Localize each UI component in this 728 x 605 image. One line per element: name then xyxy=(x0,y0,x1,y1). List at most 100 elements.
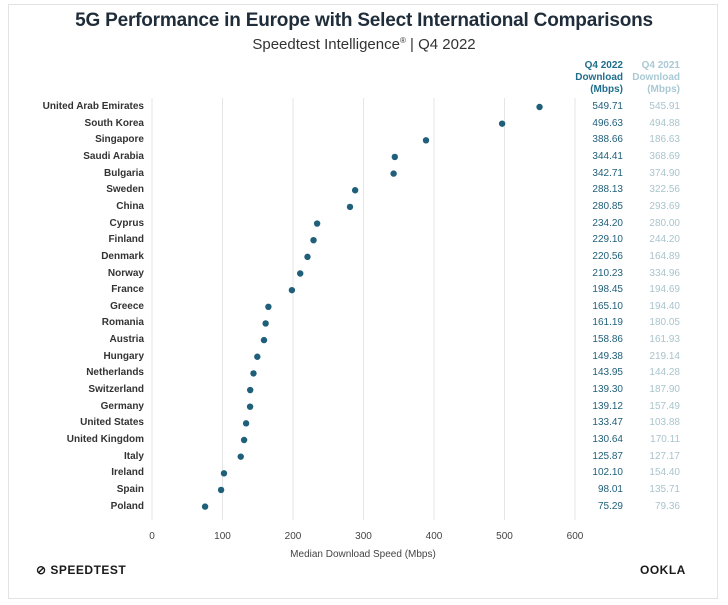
value-q4-2022: 496.63 xyxy=(592,117,623,129)
column-header-q4-2021: Q4 2021 Download (Mbps) xyxy=(632,60,680,95)
x-tick-label: 500 xyxy=(496,531,513,542)
country-label: United Arab Emirates xyxy=(42,101,144,112)
value-q4-2022: 161.19 xyxy=(592,317,623,329)
x-axis-label: Median Download Speed (Mbps) xyxy=(290,549,436,560)
data-point xyxy=(390,170,397,177)
value-q4-2022: 344.41 xyxy=(592,150,623,162)
value-q4-2022: 143.95 xyxy=(592,367,623,379)
value-q4-2022: 149.38 xyxy=(592,350,623,362)
value-q4-2021: 79.36 xyxy=(654,500,680,512)
country-label: Switzerland xyxy=(88,384,144,396)
data-point xyxy=(351,187,359,194)
data-point xyxy=(217,486,225,494)
country-label: Greece xyxy=(110,300,144,312)
speedtest-logo: ⊘ SPEEDTEST xyxy=(36,563,127,577)
country-label: Cyprus xyxy=(109,217,144,229)
value-q4-2022: 549.71 xyxy=(592,101,623,112)
value-q4-2022: 75.29 xyxy=(597,500,623,512)
data-point xyxy=(201,503,209,510)
value-q4-2021: 187.90 xyxy=(649,384,680,396)
data-point xyxy=(288,286,296,294)
value-q4-2021: 170.11 xyxy=(650,434,680,445)
country-label: Germany xyxy=(100,400,144,412)
value-q4-2022: 102.10 xyxy=(592,467,623,479)
country-label: Austria xyxy=(109,334,144,346)
data-point xyxy=(391,153,399,161)
data-point xyxy=(422,137,430,144)
value-q4-2021: 322.56 xyxy=(649,184,680,196)
value-q4-2022: 220.56 xyxy=(592,250,623,262)
country-label: Netherlands xyxy=(86,367,144,379)
data-point xyxy=(254,353,261,360)
value-q4-2021: 368.69 xyxy=(649,150,680,162)
country-label: Singapore xyxy=(95,134,144,146)
country-label: Poland xyxy=(110,500,144,512)
value-q4-2021: 293.69 xyxy=(649,200,680,212)
value-q4-2021: 219.14 xyxy=(649,350,680,362)
x-tick-label: 600 xyxy=(567,531,584,542)
country-label: Bulgaria xyxy=(103,167,144,179)
data-point xyxy=(237,453,244,460)
country-label: Hungary xyxy=(103,350,144,362)
value-q4-2021: 244.20 xyxy=(649,234,680,246)
value-q4-2021: 545.91 xyxy=(649,101,680,112)
value-q4-2021: 103.88 xyxy=(649,417,680,429)
value-q4-2021: 180.05 xyxy=(649,317,680,329)
country-label: Romania xyxy=(101,317,144,329)
data-point xyxy=(346,203,354,211)
ookla-logo: OOKLA xyxy=(640,563,686,577)
value-q4-2021: 127.17 xyxy=(649,450,680,462)
value-q4-2022: 388.66 xyxy=(592,134,623,146)
value-q4-2022: 139.30 xyxy=(592,384,623,396)
grid-lines xyxy=(151,98,576,520)
registered-mark: ® xyxy=(399,36,406,45)
value-q4-2022: 98.01 xyxy=(597,483,623,495)
x-tick-label: 300 xyxy=(355,531,372,542)
country-label: Finland xyxy=(108,234,144,246)
data-point xyxy=(240,436,248,444)
data-point xyxy=(262,320,269,327)
value-q4-2022: 229.10 xyxy=(592,234,623,246)
data-point xyxy=(313,220,321,227)
data-point xyxy=(536,103,543,111)
chart-subtitle: Speedtest Intelligence® | Q4 2022 xyxy=(252,36,476,53)
data-points xyxy=(201,103,543,510)
country-label: Italy xyxy=(123,450,144,462)
data-point xyxy=(220,470,228,477)
value-q4-2021: 374.90 xyxy=(649,167,680,179)
data-point xyxy=(250,370,257,377)
data-point xyxy=(297,270,304,277)
value-q4-2021: 157.49 xyxy=(649,400,680,412)
x-tick-label: 200 xyxy=(285,531,302,542)
x-axis-ticks: 0 100 200 300 400 500 600 xyxy=(149,531,584,542)
chart-title: 5G Performance in Europe with Select Int… xyxy=(75,10,653,31)
value-q4-2021: 144.28 xyxy=(649,367,680,379)
value-q4-2021: 154.40 xyxy=(649,467,680,479)
value-q4-2021: 161.93 xyxy=(649,334,680,346)
country-label: Denmark xyxy=(101,250,144,262)
data-point xyxy=(265,303,272,310)
x-tick-label: 100 xyxy=(214,531,231,542)
x-tick-label: 400 xyxy=(426,531,443,542)
country-label: Spain xyxy=(116,483,144,495)
value-q4-2022: 198.45 xyxy=(592,284,623,296)
value-q4-2021: 135.71 xyxy=(649,483,680,495)
data-point xyxy=(247,386,254,394)
country-label: Norway xyxy=(107,267,144,279)
data-point xyxy=(304,253,311,261)
value-q4-2021: 494.88 xyxy=(649,117,680,129)
value-q4-2021: 194.69 xyxy=(649,284,680,296)
value-q4-2021: 186.63 xyxy=(649,134,680,146)
speedtest-icon: ⊘ xyxy=(36,563,47,577)
value-q4-2022: 125.87 xyxy=(592,450,623,462)
value-q4-2022: 234.20 xyxy=(592,217,623,229)
country-label: Saudi Arabia xyxy=(83,150,144,162)
value-q4-2021: 194.40 xyxy=(649,300,680,312)
value-q4-2022: 158.86 xyxy=(592,334,623,346)
x-tick-label: 0 xyxy=(149,531,155,542)
value-q4-2022: 130.64 xyxy=(592,434,623,445)
value-q4-2022: 139.12 xyxy=(592,400,623,412)
value-q4-2021: 334.96 xyxy=(649,267,680,279)
country-label: Sweden xyxy=(106,184,144,196)
